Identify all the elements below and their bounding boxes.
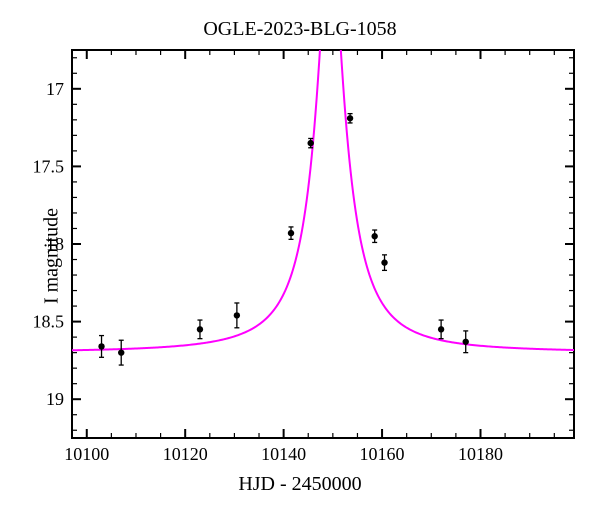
svg-text:10140: 10140 (261, 444, 306, 464)
svg-text:17: 17 (46, 79, 64, 99)
svg-text:18: 18 (46, 234, 64, 254)
plot-svg: 10100 10120 10140 10160 10180 17 17.5 18 18.5 19 (0, 0, 600, 512)
svg-text:18.5: 18.5 (33, 312, 65, 332)
svg-text:10180: 10180 (458, 444, 503, 464)
svg-text:19: 19 (46, 389, 64, 409)
svg-text:10100: 10100 (64, 444, 109, 464)
svg-text:10120: 10120 (163, 444, 208, 464)
svg-text:10160: 10160 (360, 444, 405, 464)
svg-text:17.5: 17.5 (33, 156, 65, 176)
light-curve-chart: OGLE-2023-BLG-1058 I magnitude HJD - 245… (0, 0, 600, 512)
